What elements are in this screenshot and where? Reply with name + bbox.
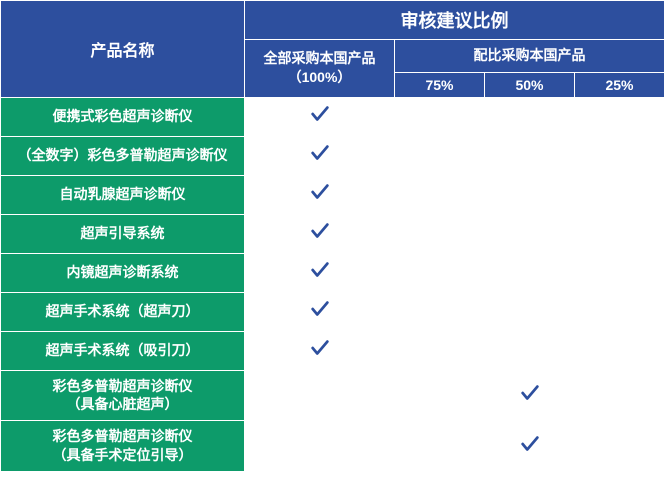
data-cell [575,421,664,472]
check-icon [519,433,541,455]
data-cell [245,214,395,253]
row-label: 内镜超声诊断系统 [1,253,245,292]
data-cell [245,331,395,370]
table-row: 自动乳腺超声诊断仪 [1,175,664,214]
procurement-ratio-table: 产品名称 审核建议比例 全部采购本国产品（100%） 配比采购本国产品 75% … [0,0,664,472]
table-row: 彩色多普勒超声诊断仪（具备心脏超声） [1,370,664,421]
col-header-pct-75: 75% [395,72,485,97]
check-icon [519,382,541,404]
data-cell [575,97,664,136]
col-header-ratio-title: 审核建议比例 [245,1,664,40]
data-cell [575,214,664,253]
col-header-product-name: 产品名称 [1,1,245,98]
check-icon [309,259,331,281]
data-cell [395,331,485,370]
table-header: 产品名称 审核建议比例 全部采购本国产品（100%） 配比采购本国产品 75% … [1,1,664,98]
check-icon [309,298,331,320]
data-cell [395,214,485,253]
data-cell [575,136,664,175]
data-cell [245,421,395,472]
check-icon [309,142,331,164]
col-header-partial-domestic: 配比采购本国产品 [395,40,664,73]
data-cell [395,292,485,331]
data-cell [485,370,575,421]
data-cell [485,292,575,331]
data-cell [245,175,395,214]
col-header-pct-50: 50% [485,72,575,97]
data-cell [395,370,485,421]
data-cell [485,136,575,175]
data-cell [575,253,664,292]
data-cell [245,253,395,292]
table-row: 彩色多普勒超声诊断仪（具备手术定位引导） [1,421,664,472]
row-label: 超声手术系统（吸引刀） [1,331,245,370]
check-icon [309,220,331,242]
table-body: 便携式彩色超声诊断仪（全数字）彩色多普勒超声诊断仪自动乳腺超声诊断仪超声引导系统… [1,97,664,472]
data-cell [575,292,664,331]
table-row: 超声手术系统（吸引刀） [1,331,664,370]
row-label: 自动乳腺超声诊断仪 [1,175,245,214]
data-cell [575,175,664,214]
row-label: （全数字）彩色多普勒超声诊断仪 [1,136,245,175]
row-label: 彩色多普勒超声诊断仪（具备心脏超声） [1,370,245,421]
data-cell [575,331,664,370]
data-cell [485,175,575,214]
row-label: 超声引导系统 [1,214,245,253]
check-icon [309,103,331,125]
table-row: 超声手术系统（超声刀） [1,292,664,331]
table-row: 超声引导系统 [1,214,664,253]
data-cell [395,253,485,292]
data-cell [245,292,395,331]
data-cell [245,97,395,136]
row-label: 便携式彩色超声诊断仪 [1,97,245,136]
data-cell [395,421,485,472]
check-icon [309,181,331,203]
data-cell [245,370,395,421]
col-header-pct-25: 25% [575,72,664,97]
table-row: 内镜超声诊断系统 [1,253,664,292]
col-header-full-domestic: 全部采购本国产品（100%） [245,40,395,98]
data-cell [395,97,485,136]
data-cell [485,253,575,292]
data-cell [575,370,664,421]
data-cell [485,97,575,136]
check-icon [309,337,331,359]
row-label: 彩色多普勒超声诊断仪（具备手术定位引导） [1,421,245,472]
table-row: 便携式彩色超声诊断仪 [1,97,664,136]
data-cell [485,214,575,253]
data-cell [485,421,575,472]
row-label: 超声手术系统（超声刀） [1,292,245,331]
data-cell [395,136,485,175]
data-cell [485,331,575,370]
data-cell [395,175,485,214]
data-cell [245,136,395,175]
table-row: （全数字）彩色多普勒超声诊断仪 [1,136,664,175]
